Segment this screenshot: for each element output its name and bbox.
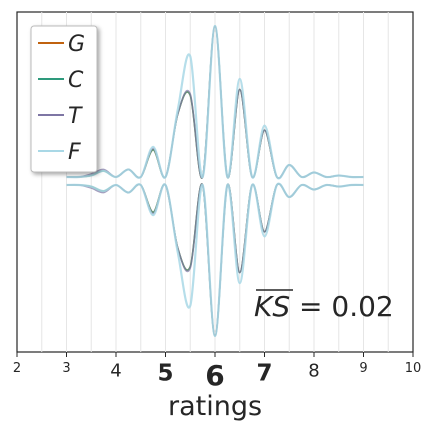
grid	[41, 12, 389, 352]
ks-annotation: KS = 0.02	[254, 289, 394, 323]
series-line-F-lower	[66, 182, 364, 338]
x-tick-label: 4	[110, 360, 121, 381]
ks-overline-text: KS	[254, 290, 290, 323]
x-axis-label: ratings	[168, 391, 262, 422]
x-tick-label: 5	[157, 361, 173, 387]
x-tick-label: 9	[359, 361, 367, 376]
legend-label-T: T	[68, 104, 83, 129]
series-line-F-upper	[66, 24, 364, 180]
curves	[66, 24, 364, 338]
legend-label-C: C	[68, 68, 84, 93]
x-tick-label: 10	[405, 361, 422, 376]
x-tick-label: 7	[256, 361, 272, 387]
x-tick-label: 3	[62, 361, 70, 376]
x-tick-label: 2	[13, 361, 21, 376]
legend-box	[30, 25, 98, 173]
svg-text:KS = 0.02: KS = 0.02	[254, 290, 394, 323]
x-ticks: 2 3 4 5 6 7 8 9 10	[13, 352, 421, 392]
x-tick-label: 6	[205, 359, 224, 392]
x-tick-label: 8	[308, 360, 319, 381]
legend-label-F: F	[68, 140, 81, 165]
ks-value: = 0.02	[290, 290, 394, 323]
legend-label-G: G	[68, 32, 85, 57]
